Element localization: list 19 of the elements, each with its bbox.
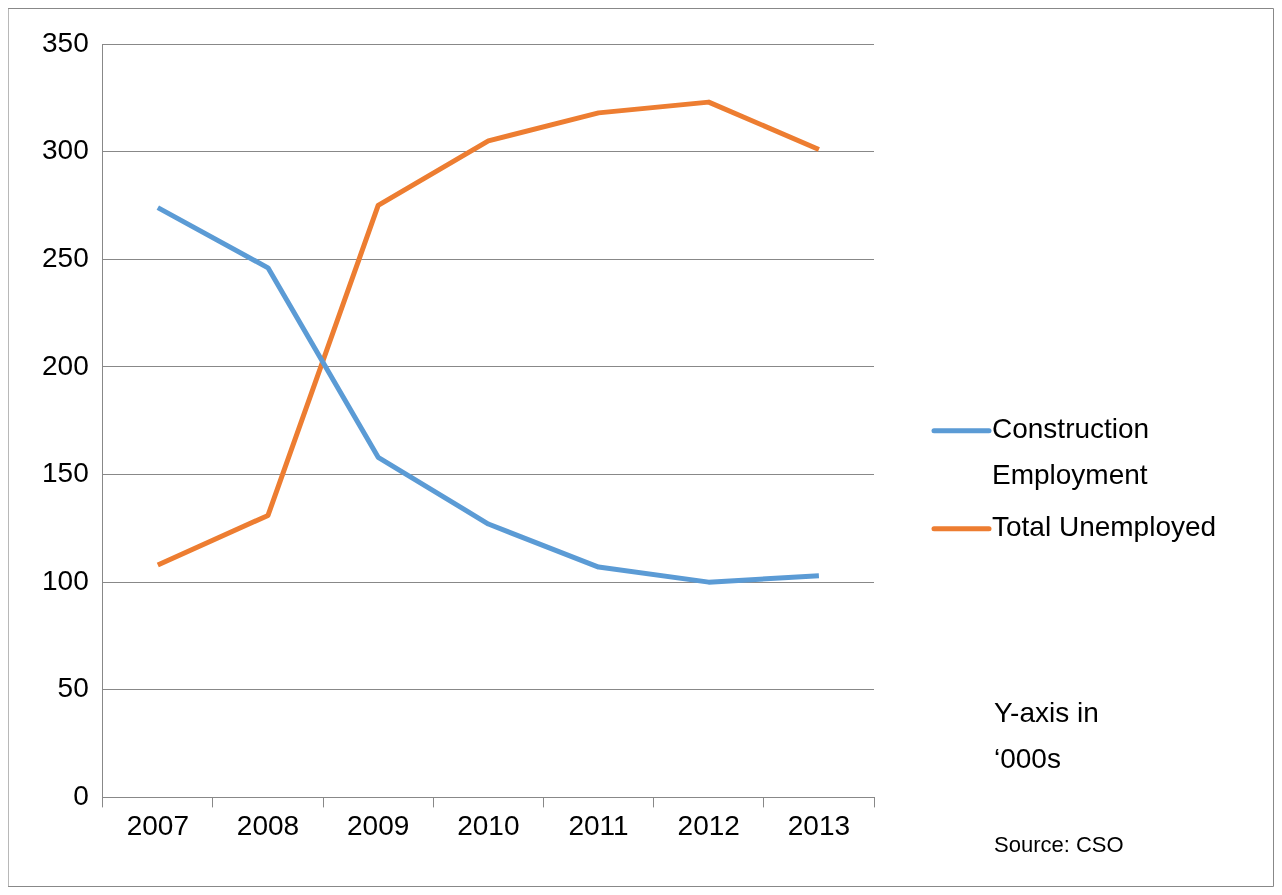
x-tick-label: 2012 bbox=[677, 809, 740, 841]
y-tick-label: 200 bbox=[42, 349, 89, 381]
text: Y-axis in ‘000s bbox=[994, 697, 1099, 775]
x-tick-label: 2007 bbox=[126, 809, 189, 841]
y-tick-label: 150 bbox=[42, 457, 89, 489]
y-tick-label: 300 bbox=[42, 134, 89, 166]
x-tick-label: 2011 bbox=[568, 809, 629, 841]
x-tick-label: 2010 bbox=[457, 809, 520, 841]
x-tick-label: 2008 bbox=[236, 809, 300, 841]
y-tick-label: 50 bbox=[57, 672, 89, 704]
legend-label: Construction Employment bbox=[992, 413, 1150, 491]
y-tick-label: 0 bbox=[73, 780, 89, 812]
y-tick-label: 100 bbox=[42, 564, 89, 596]
x-tick-label: 2009 bbox=[347, 809, 410, 841]
x-tick-label: 2013 bbox=[787, 809, 851, 841]
legend-label: Total Unemployed bbox=[992, 511, 1217, 543]
y-tick-label: 250 bbox=[42, 241, 89, 273]
y-tick-label: 350 bbox=[42, 26, 89, 58]
source-note: Source: CSO bbox=[994, 832, 1124, 858]
